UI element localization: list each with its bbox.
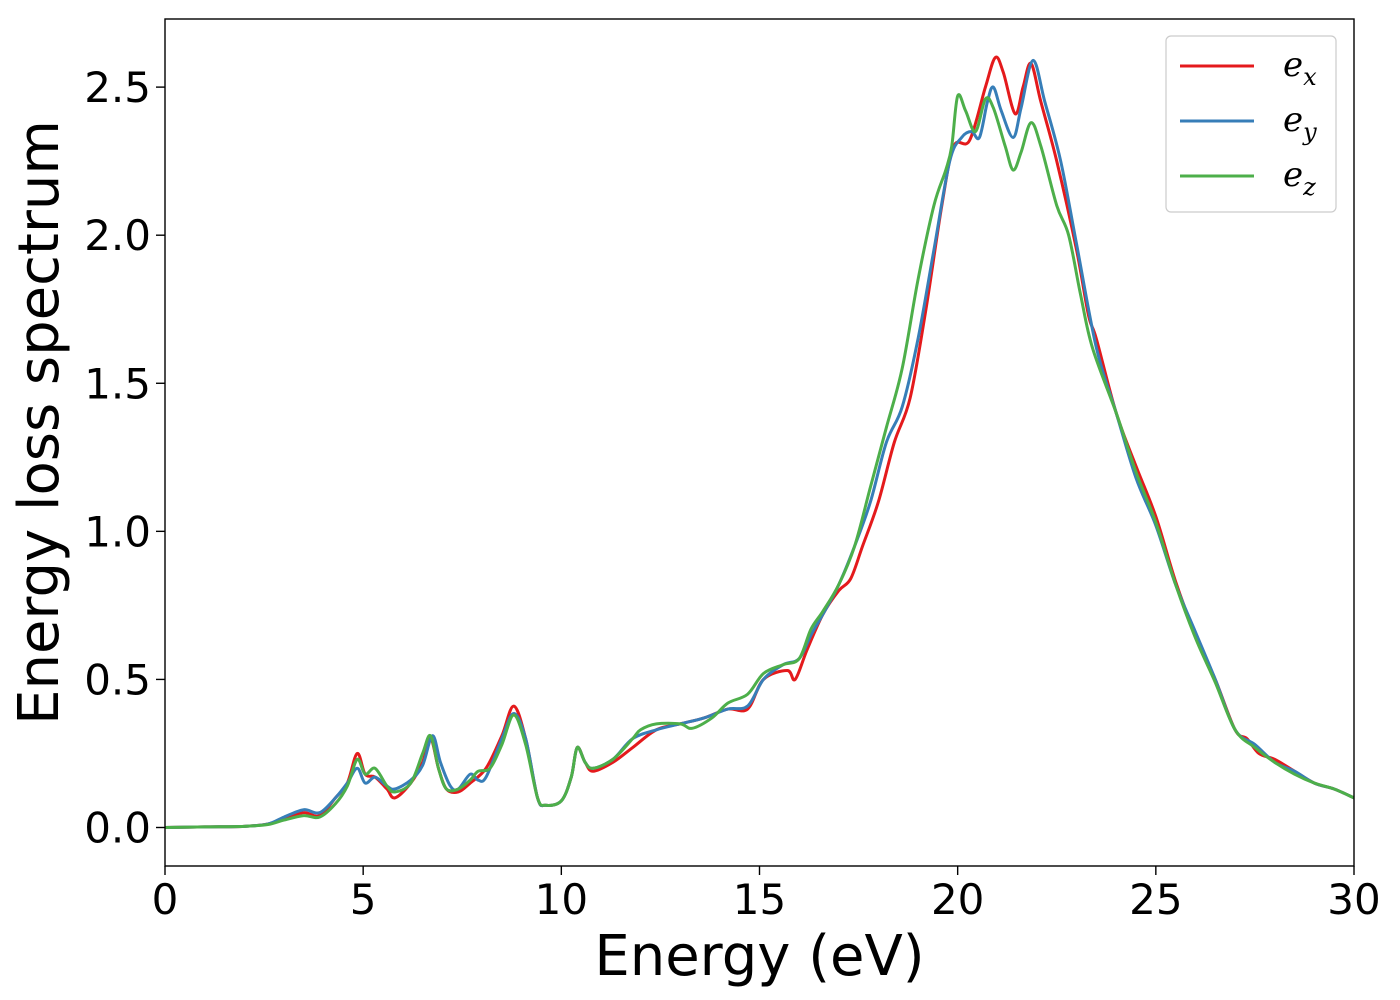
y-tick-label: 0.5 — [84, 655, 151, 704]
x-tick-label: 5 — [350, 875, 377, 924]
series-layer — [164, 55, 1355, 829]
legend-label-x: ex — [1283, 45, 1317, 91]
x-axis-label: Energy (eV) — [594, 924, 924, 989]
x-tick-label: 0 — [152, 875, 179, 924]
y-tick-label: 1.5 — [84, 359, 151, 408]
legend-box — [1165, 35, 1337, 213]
x-tick-label: 20 — [931, 875, 984, 924]
series-line-y — [164, 58, 1355, 829]
x-tick-label: 10 — [535, 875, 588, 924]
y-axis-label: Energy loss spectrum — [7, 120, 72, 725]
x-tick-label: 25 — [1129, 875, 1182, 924]
plot-frame — [164, 18, 1355, 867]
x-tick-label: 30 — [1327, 875, 1380, 924]
series-line-z — [164, 93, 1355, 829]
ticks-layer: 0 5 10 15 20 25 30 0.0 0.5 1.0 1.5 2.0 2.5 — [84, 63, 1381, 924]
y-tick-label: 0.0 — [84, 804, 151, 853]
y-tick-label: 2.0 — [84, 211, 151, 260]
y-tick-label: 2.5 — [84, 63, 151, 112]
y-tick-label: 1.0 — [84, 507, 151, 556]
x-tick-label: 15 — [733, 875, 786, 924]
